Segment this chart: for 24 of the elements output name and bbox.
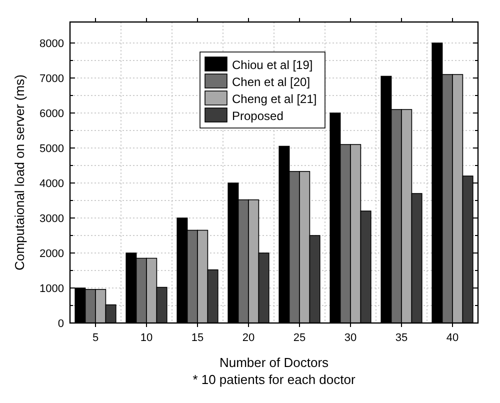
- legend-label: Chiou et al [19]: [232, 58, 313, 72]
- x-tick-label: 5: [92, 332, 99, 344]
- legend-label: Cheng et al [21]: [232, 92, 317, 106]
- x-tick-label: 15: [191, 332, 204, 344]
- x-tick-label: 20: [242, 332, 255, 344]
- x-tick-label: 30: [344, 332, 357, 344]
- x-tick-label: 25: [293, 332, 306, 344]
- x-axis-title: Number of Doctors: [219, 355, 330, 370]
- x-tick-label: 40: [446, 332, 459, 344]
- y-tick-label: 7000: [40, 72, 64, 85]
- y-tick-label: 3000: [40, 212, 64, 225]
- y-tick-label: 5000: [40, 142, 64, 155]
- y-axis-title: Computaional load on server (ms): [12, 74, 27, 270]
- x-tick-label: 10: [140, 332, 153, 344]
- y-tick-label: 4000: [40, 178, 64, 190]
- y-tick-label: 8000: [40, 38, 64, 50]
- y-tick-label: 1000: [40, 282, 64, 295]
- y-tick-label: 6000: [40, 108, 64, 120]
- y-tick-label: 0: [58, 318, 64, 330]
- text: * 10 patients for each doctor: [192, 372, 356, 387]
- y-tick-label: 2000: [40, 248, 64, 260]
- legend-label: Proposed: [232, 109, 284, 123]
- x-tick-label: 35: [395, 332, 408, 344]
- legend-label: Chen et al [20]: [232, 75, 310, 89]
